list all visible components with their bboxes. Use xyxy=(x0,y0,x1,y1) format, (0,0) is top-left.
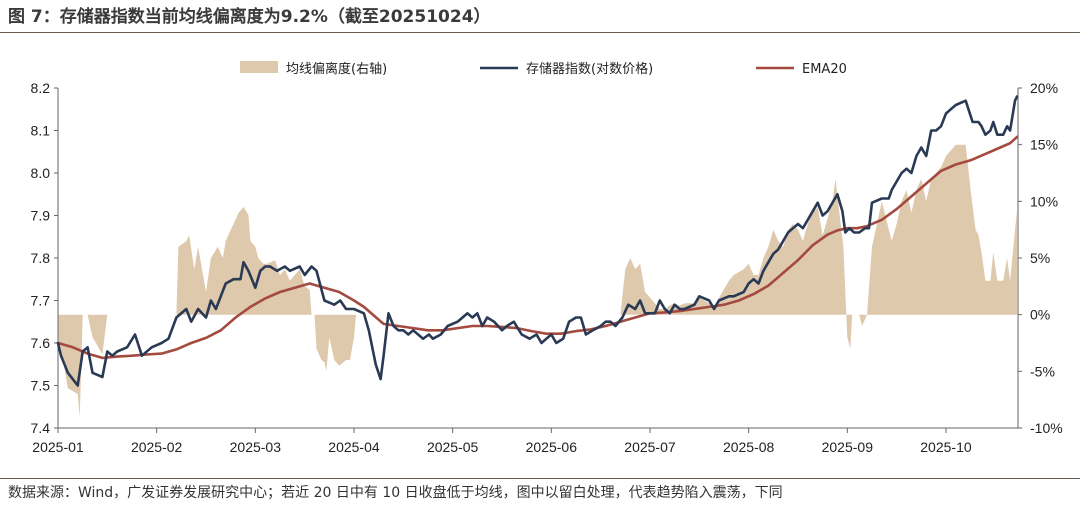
x-tick-label: 2025-03 xyxy=(230,439,282,455)
legend: 均线偏离度(右轴) 存储器指数(对数价格) EMA20 xyxy=(240,61,847,77)
x-tick-label: 2025-10 xyxy=(920,439,972,455)
y-left-tick-label: 7.8 xyxy=(31,250,51,266)
x-tick-label: 2025-09 xyxy=(822,439,874,455)
y-right-tick-label: 5% xyxy=(1030,250,1050,266)
deviation-area xyxy=(58,144,1017,417)
y-right-tick-label: -10% xyxy=(1030,420,1063,436)
y-right-tick-label: 15% xyxy=(1030,137,1058,153)
index-line xyxy=(56,95,1019,387)
y-right-tick-label: 10% xyxy=(1030,193,1058,209)
x-tick-label: 2025-07 xyxy=(624,439,676,455)
legend-swatch-deviation xyxy=(240,61,278,73)
x-tick-label: 2025-06 xyxy=(526,439,578,455)
chart-title: 图 7：存储器指数当前均线偏离度为9.2%（截至20251024） xyxy=(8,7,491,27)
footer-divider xyxy=(0,478,1080,479)
y-left-tick-label: 8.2 xyxy=(31,80,51,96)
x-tick-label: 2025-08 xyxy=(723,439,775,455)
y-left-tick-label: 7.6 xyxy=(31,335,51,351)
y-left-tick-label: 7.4 xyxy=(31,420,51,436)
tick-labels-layer: 8.2 8.1 8.0 7.9 7.8 7.7 7.6 7.5 7.4 20% 15% 10% 5% 0%… xyxy=(31,80,1063,455)
legend-label: 均线偏离度(右轴) xyxy=(286,61,387,77)
x-tick-label: 2025-05 xyxy=(427,439,479,455)
legend-label: 存储器指数(对数价格) xyxy=(526,61,653,77)
series-lines-layer xyxy=(56,95,1019,387)
y-right-tick-label: -5% xyxy=(1030,363,1055,379)
y-left-tick-label: 7.9 xyxy=(31,208,51,224)
source-note: 数据来源：Wind，广发证券发展研究中心；若近 20 日中有 10 日收盘低于均… xyxy=(8,485,783,501)
y-left-tick-label: 8.1 xyxy=(31,123,51,139)
chart: 均线偏离度(右轴) 存储器指数(对数价格) EMA20 8.2 8.1 8.0 7.9 7.… xyxy=(31,61,1063,455)
x-tick-label: 2025-01 xyxy=(32,439,84,455)
x-tick-label: 2025-02 xyxy=(131,439,183,455)
title-divider xyxy=(0,32,1080,33)
ema20-line xyxy=(56,135,1019,360)
deviation-area-layer xyxy=(58,144,1017,417)
legend-label: EMA20 xyxy=(802,62,847,77)
x-tick-label: 2025-04 xyxy=(328,439,380,455)
y-right-tick-label: 0% xyxy=(1030,307,1050,323)
y-right-tick-label: 20% xyxy=(1030,80,1058,96)
y-left-tick-label: 7.5 xyxy=(31,378,51,394)
axes-layer xyxy=(54,87,1022,433)
y-left-tick-label: 8.0 xyxy=(31,165,51,181)
y-left-tick-label: 7.7 xyxy=(31,293,51,309)
